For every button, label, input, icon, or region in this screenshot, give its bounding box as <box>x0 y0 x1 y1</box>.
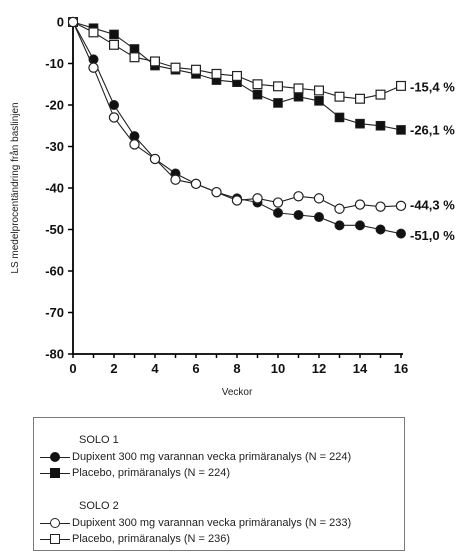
line-chart: 0 -10 -20 -30 -40 -50 -60 -70 -80 0 2 4 6 8 10 12 14 16 Ve… <box>9 15 455 399</box>
data-point <box>252 89 263 100</box>
y-tick-label: -40 <box>45 181 64 196</box>
chart-axes: 0 -10 -20 -30 -40 -50 -60 -70 -80 0 2 4 6 8 10 12 14 16 Ve… <box>9 15 408 399</box>
data-point <box>313 212 324 223</box>
legend-swatch-open-square <box>40 532 70 546</box>
data-point <box>334 220 345 231</box>
data-point <box>211 186 222 198</box>
data-point <box>129 52 140 63</box>
legend-label: Placebo, primäranalys (N = 236) <box>72 533 231 545</box>
data-point <box>108 112 120 123</box>
end-value-label: -26,1 % <box>410 122 455 137</box>
legend-heading: SOLO 1 <box>79 434 119 446</box>
chart-labels: -26,1 % -15,4 % -51,0 % -44,3 % <box>410 79 455 243</box>
end-value-label: -51,0 % <box>410 228 455 243</box>
data-point <box>67 16 79 28</box>
data-point <box>170 62 181 73</box>
chart-series <box>67 16 407 239</box>
end-value-label: -44,3 % <box>410 197 455 212</box>
y-tick-label: -70 <box>45 305 64 320</box>
data-point <box>375 120 386 131</box>
data-point <box>273 81 284 92</box>
data-point <box>109 29 119 40</box>
end-value-label: -15,4 % <box>410 79 455 94</box>
x-tick-label: 2 <box>110 361 117 376</box>
y-tick-label: -20 <box>45 98 64 113</box>
data-point <box>375 89 386 100</box>
x-tick-label: 6 <box>192 361 199 376</box>
legend-label: Dupixent 300 mg varannan vecka primärana… <box>72 451 352 463</box>
data-point <box>252 193 263 204</box>
data-point <box>232 70 243 81</box>
data-point <box>273 98 283 108</box>
data-point <box>355 93 366 104</box>
legend-swatch-open-circle <box>40 516 70 530</box>
data-point <box>190 178 202 190</box>
y-tick-label: -30 <box>45 139 64 154</box>
data-point <box>375 224 386 235</box>
data-point <box>211 68 222 79</box>
x-tick-label: 16 <box>394 361 408 376</box>
y-tick-label: -10 <box>45 56 64 71</box>
data-point <box>354 199 366 210</box>
y-tick-label: -60 <box>45 264 64 279</box>
data-point <box>150 56 161 67</box>
data-point <box>191 64 202 75</box>
data-point <box>293 209 304 220</box>
legend-swatch-filled-circle <box>40 450 70 464</box>
legend-item: Placebo, primäranalys (N = 224) <box>40 466 230 480</box>
legend-label: Placebo, primäranalys (N = 224) <box>72 467 231 479</box>
data-point <box>293 191 304 202</box>
data-point <box>129 139 140 150</box>
data-point <box>314 96 324 106</box>
data-point <box>272 197 284 208</box>
data-point <box>354 220 365 231</box>
legend-heading: SOLO 2 <box>79 500 119 512</box>
data-point <box>129 44 140 54</box>
legend-swatch-filled-square <box>40 466 70 480</box>
data-point <box>272 207 283 218</box>
data-point <box>293 83 304 94</box>
y-tick-label: 0 <box>57 15 64 30</box>
data-point <box>314 85 325 96</box>
series-open-square <box>67 17 407 104</box>
data-point <box>395 200 407 212</box>
x-axis-label: Veckor <box>222 387 253 398</box>
y-tick-label: -50 <box>45 222 64 237</box>
chart-legend: SOLO 1 Dupixent 300 mg varannan vecka pr… <box>33 417 405 551</box>
y-axis-label: LS medelprocentändring från baslinjen <box>9 102 21 273</box>
x-tick-label: 4 <box>151 361 159 376</box>
data-point <box>334 112 345 123</box>
legend-item: Dupixent 300 mg varannan vecka primärana… <box>40 516 351 530</box>
data-point <box>231 195 243 206</box>
x-tick-label: 0 <box>69 361 76 376</box>
data-point <box>313 193 325 204</box>
data-point <box>293 91 304 102</box>
data-point <box>396 125 406 135</box>
series-open-circle <box>67 16 407 214</box>
y-tick-label: -80 <box>45 347 64 362</box>
legend-label: Dupixent 300 mg varannan vecka primärana… <box>72 517 352 529</box>
x-tick-label: 12 <box>312 361 326 376</box>
data-point <box>108 39 119 50</box>
data-point <box>149 153 161 165</box>
data-point <box>395 228 406 239</box>
data-point <box>170 174 181 185</box>
data-point <box>252 79 263 90</box>
data-point <box>334 203 345 214</box>
data-point <box>396 80 407 91</box>
series-line <box>72 21 402 100</box>
x-tick-label: 8 <box>233 361 240 376</box>
data-point <box>355 118 365 129</box>
data-point <box>334 91 345 102</box>
legend-item: Placebo, primäranalys (N = 236) <box>40 532 230 546</box>
data-point <box>375 201 386 212</box>
data-point <box>88 62 99 73</box>
legend-item: Dupixent 300 mg varannan vecka primärana… <box>40 450 351 464</box>
data-point <box>88 27 99 38</box>
x-tick-label: 14 <box>353 361 368 376</box>
x-tick-label: 10 <box>271 361 285 376</box>
